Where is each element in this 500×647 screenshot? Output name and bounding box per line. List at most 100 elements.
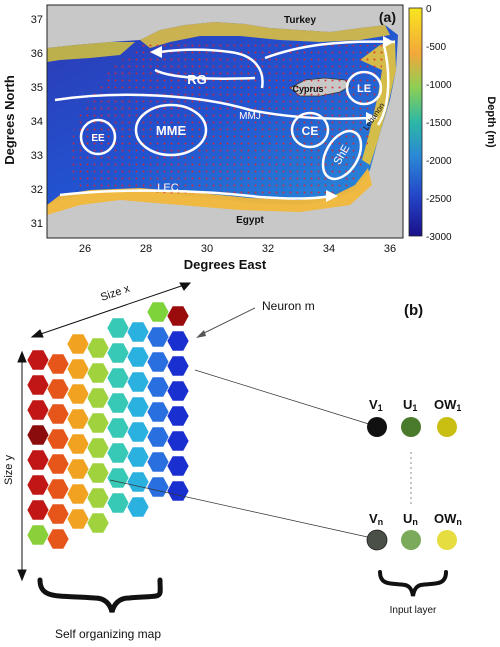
- rg-gyre-path: [159, 48, 264, 89]
- som-neuron-hex: [86, 412, 110, 434]
- som-neuron-hex: [26, 499, 50, 521]
- arrowhead-north: [383, 36, 394, 48]
- input-node-u1: [401, 417, 421, 437]
- som-neuron-hex: [166, 355, 190, 377]
- size-y-label: Size y: [3, 455, 15, 485]
- som-neuron-hex: [146, 401, 170, 423]
- som-neuron-hex: [166, 405, 190, 427]
- eddy-ee: [79, 118, 117, 156]
- som-neuron-hex: [66, 483, 90, 505]
- eddies: [79, 70, 383, 181]
- feature-mmj: MMJ: [239, 111, 261, 122]
- x-tick: 32: [262, 243, 274, 255]
- y-tick: 34: [31, 116, 43, 128]
- feature-le: LE: [357, 83, 371, 95]
- som-neuron-hex: [106, 317, 130, 339]
- som-neuron-hex: [86, 362, 110, 384]
- input-label-own: OWn: [434, 511, 462, 527]
- som-neuron-hex: [106, 367, 130, 389]
- input-node-v1: [367, 417, 387, 437]
- som-neuron-hex: [26, 374, 50, 396]
- eddy-she: [321, 129, 363, 181]
- som-neuron-hex: [126, 396, 150, 418]
- input-layer: V1 U1 OW1 Vn Un OWn: [366, 397, 462, 551]
- som-neuron-hex: [86, 487, 110, 509]
- som-neuron-hex: [126, 321, 150, 343]
- som-neuron-hex: [66, 358, 90, 380]
- som-neuron-hex: [146, 476, 170, 498]
- som-neuron-hex: [66, 333, 90, 355]
- som-neuron-hex: [126, 496, 150, 518]
- som-neuron-hex: [46, 428, 70, 450]
- feature-mme: MME: [156, 123, 187, 138]
- som-neuron-hex: [166, 380, 190, 402]
- som-neuron-hex: [66, 408, 90, 430]
- input-node-vn: [366, 529, 388, 551]
- som-neuron-hex: [166, 430, 190, 452]
- input-node-own: [437, 530, 457, 550]
- arrowheads: [150, 36, 394, 202]
- grid-points: [70, 40, 385, 200]
- x-tick: 28: [140, 243, 152, 255]
- size-x-dimension: [30, 282, 192, 338]
- som-neuron-hex: [86, 512, 110, 534]
- som-neuron-hex: [106, 442, 130, 464]
- y-tick: 37: [31, 14, 43, 26]
- som-brace: [37, 577, 163, 613]
- som-neuron-hex: [146, 351, 170, 373]
- som-neuron-hex: [106, 392, 130, 414]
- x-tick: 36: [384, 243, 396, 255]
- som-neuron-hex: [46, 378, 70, 400]
- som-neuron-hex: [126, 371, 150, 393]
- som-neuron-hex: [146, 376, 170, 398]
- input-node-un: [401, 530, 421, 550]
- som-neuron-hex: [146, 326, 170, 348]
- x-axis: 26 28 30 32 34 36: [79, 243, 396, 255]
- feature-ce: CE: [302, 124, 319, 138]
- connection-lines: [109, 369, 373, 539]
- input-label-un: Un: [403, 511, 418, 527]
- colorbar-tick: -2500: [426, 194, 452, 205]
- colorbar-tick: -1000: [426, 80, 452, 91]
- som-neuron-hex: [26, 399, 50, 421]
- shelf-south: [47, 168, 372, 215]
- input-layer-label: Input layer: [390, 605, 437, 616]
- rg-gyre-path-2: [154, 68, 256, 80]
- y-tick: 32: [31, 184, 43, 196]
- input-label-v1: V1: [369, 397, 383, 413]
- depth-map: [46, 4, 404, 239]
- eastern-coast-path: [376, 44, 390, 126]
- som-neuron-hex: [26, 349, 50, 371]
- colorbar-tick: 0: [426, 4, 432, 15]
- size-x-label: Size x: [99, 283, 132, 304]
- shelf-north: [140, 22, 390, 48]
- som-neuron-hex: [46, 478, 70, 500]
- som-hex-grid: [26, 301, 190, 550]
- colorbar-label: Depth (m): [485, 96, 497, 148]
- som-neuron-hex: [166, 480, 190, 502]
- som-neuron-hex: [106, 467, 130, 489]
- country-turkey: Turkey: [284, 15, 316, 26]
- input-layer-brace: [378, 570, 448, 597]
- arrowhead-rg: [150, 46, 162, 58]
- som-neuron-hex: [26, 449, 50, 471]
- som-neuron-hex: [66, 458, 90, 480]
- som-neuron-hex: [126, 471, 150, 493]
- som-neuron-hex: [26, 524, 50, 546]
- som-neuron-hex: [166, 305, 190, 327]
- feature-ee: EE: [91, 133, 105, 144]
- som-neuron-hex: [166, 330, 190, 352]
- eddy-ce: [290, 111, 330, 149]
- feature-rg: RG: [187, 72, 207, 87]
- y-axis: 37 36 35 34 33 32 31: [31, 14, 43, 230]
- lec-path: [59, 189, 331, 200]
- y-tick: 31: [31, 218, 43, 230]
- som-neuron-hex: [86, 387, 110, 409]
- som-neuron-hex: [86, 337, 110, 359]
- x-tick: 34: [323, 243, 335, 255]
- x-tick: 30: [201, 243, 213, 255]
- eddy-le: [345, 70, 383, 106]
- som-neuron-hex: [46, 403, 70, 425]
- western-shelf: [47, 42, 135, 62]
- som-neuron-hex: [26, 424, 50, 446]
